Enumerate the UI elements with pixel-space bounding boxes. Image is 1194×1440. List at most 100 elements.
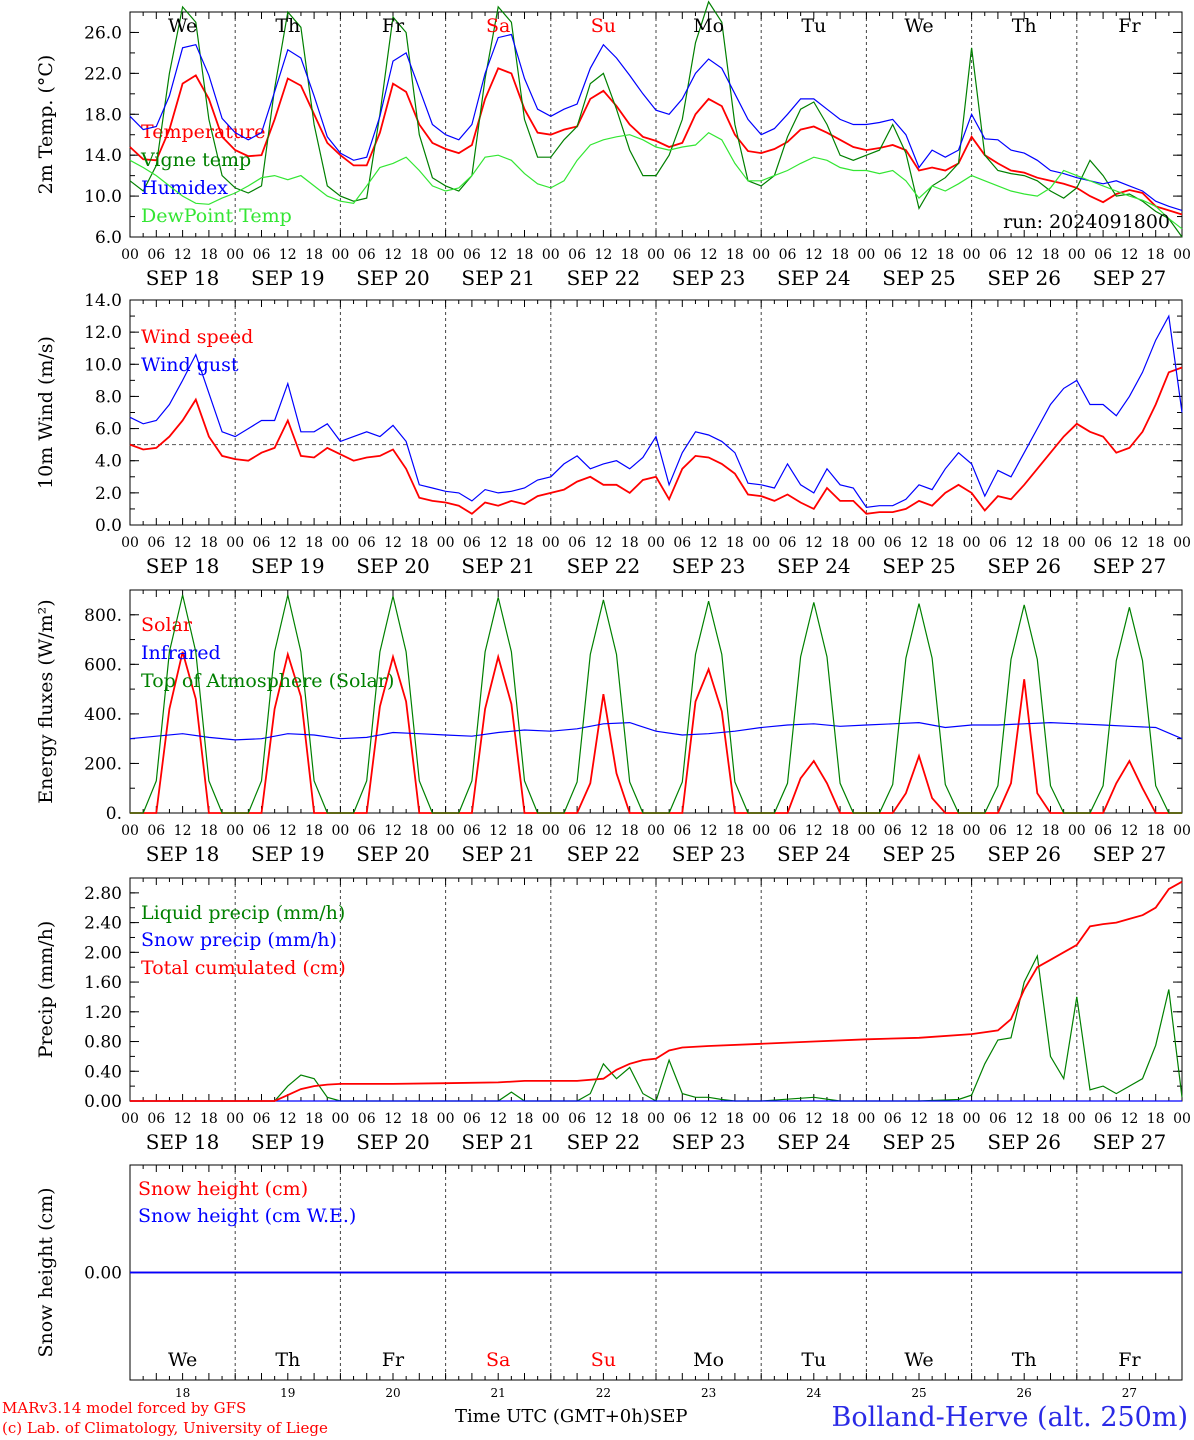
y-tick-label: 200. [84,754,122,774]
hour-label: 06 [673,1111,691,1127]
date-label: SEP 26 [987,554,1061,578]
day-number: 27 [1122,1386,1137,1400]
hour-label: 06 [253,535,271,551]
day-number: 22 [596,1386,611,1400]
hour-label: 00 [1173,247,1191,263]
hour-label: 00 [1068,535,1086,551]
y-tick-label: 800. [84,606,122,626]
hour-label: 12 [489,247,507,263]
hour-label: 00 [331,535,349,551]
weekday-label: Sa [486,1349,510,1371]
hour-label: 06 [147,1111,165,1127]
date-label: SEP 18 [146,842,220,866]
hour-label: 00 [647,1111,665,1127]
y-tick-label: 26.0 [84,23,122,43]
y-tick-label: 0.80 [84,1033,122,1053]
hour-label: 18 [1147,1111,1165,1127]
legend-label: Infrared [141,642,221,664]
hour-label: 06 [253,823,271,839]
y-tick-label: 4.0 [95,452,122,472]
hour-label: 00 [963,247,981,263]
hour-label: 00 [542,1111,560,1127]
hour-label: 12 [279,1111,297,1127]
date-label: SEP 21 [461,842,535,866]
run-label: run: 2024091800 [1003,211,1170,233]
hour-label: 06 [884,535,902,551]
hour-label: 06 [253,247,271,263]
hour-label: 06 [568,535,586,551]
date-label: SEP 26 [987,1130,1061,1154]
hour-label: 06 [673,247,691,263]
hour-label: 00 [857,535,875,551]
hour-label: 06 [358,1111,376,1127]
hour-label: 06 [568,823,586,839]
panel-frame [129,589,1183,814]
hour-label: 06 [1094,247,1112,263]
hour-label: 18 [1147,535,1165,551]
hour-label: 18 [200,1111,218,1127]
legend-label: Temperature [141,121,265,143]
hour-label: 18 [305,247,323,263]
hour-label: 06 [779,1111,797,1127]
weekday-label: Fr [382,15,405,37]
hour-label: 00 [121,1111,139,1127]
hour-label: 06 [779,823,797,839]
xaxis-title: Time UTC (GMT+0h)SEP [455,1406,687,1427]
hour-label: 00 [437,823,455,839]
hour-label: 18 [1147,823,1165,839]
weekday-label: Mo [693,15,724,37]
hour-label: 00 [226,823,244,839]
date-label: SEP 24 [777,1130,851,1154]
y-tick-label: 2.00 [84,943,122,963]
y-tick-label: 2.80 [84,884,122,904]
hour-label: 00 [1173,535,1191,551]
date-label: SEP 25 [882,554,956,578]
hour-label: 06 [253,1111,271,1127]
weekday-label: Tu [801,15,826,37]
y-tick-label: 8.0 [95,387,122,407]
hour-label: 00 [121,823,139,839]
hour-label: 18 [621,247,639,263]
hour-label: 06 [568,1111,586,1127]
hour-label: 06 [463,823,481,839]
y-tick-label: 0.40 [84,1062,122,1082]
weekday-label: Fr [382,1349,405,1371]
hour-label: 18 [621,823,639,839]
hour-label: 12 [700,247,718,263]
hour-label: 12 [910,247,928,263]
day-number: 24 [806,1386,822,1400]
y-tick-label: 18.0 [84,105,122,125]
date-label: SEP 21 [461,266,535,290]
hour-label: 12 [489,535,507,551]
hour-label: 12 [1120,247,1138,263]
hour-label: 06 [358,823,376,839]
hour-label: 00 [437,535,455,551]
hour-label: 06 [463,1111,481,1127]
hour-label: 06 [463,535,481,551]
hour-label: 18 [1042,1111,1060,1127]
hour-label: 00 [752,247,770,263]
hour-label: 18 [831,247,849,263]
weekday-label: We [168,15,197,37]
date-label: SEP 22 [567,1130,641,1154]
hour-label: 00 [963,535,981,551]
y-tick-label: 10.0 [84,355,122,375]
hour-label: 00 [226,247,244,263]
hour-label: 00 [542,823,560,839]
legend-label: Snow height (cm) [138,1178,308,1200]
hour-label: 06 [673,535,691,551]
hour-label: 12 [384,247,402,263]
date-label: SEP 19 [251,554,325,578]
day-number: 18 [175,1386,190,1400]
hour-label: 12 [279,247,297,263]
hour-label: 12 [594,1111,612,1127]
hour-label: 12 [174,823,192,839]
hour-label: 00 [1173,823,1191,839]
date-label: SEP 19 [251,1130,325,1154]
hour-label: 00 [226,1111,244,1127]
y-tick-label: 0.0 [95,516,122,536]
weekday-label: Su [591,1349,616,1371]
hour-label: 18 [1042,535,1060,551]
hour-label: 00 [752,823,770,839]
hour-label: 12 [1015,247,1033,263]
